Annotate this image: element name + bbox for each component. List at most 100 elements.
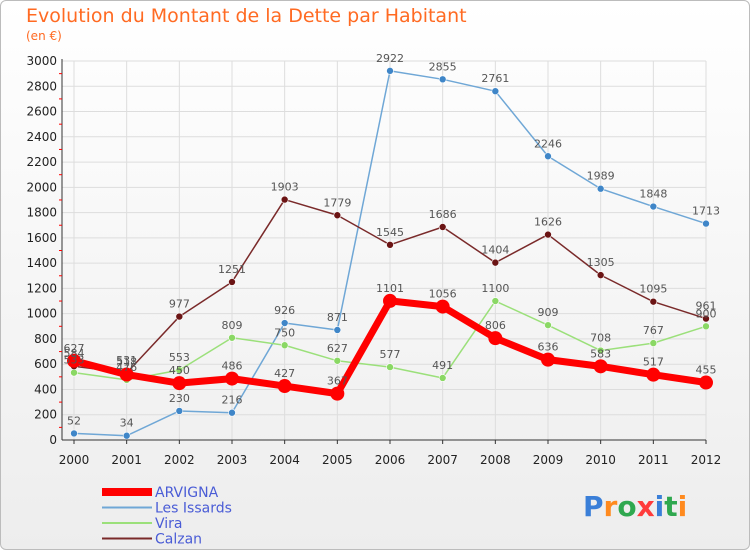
x-tick-label: 2004	[269, 453, 300, 467]
data-label-les-issards: 1989	[587, 170, 615, 183]
data-point-arvigna	[541, 352, 555, 367]
data-label-arvigna: 518	[116, 356, 137, 369]
data-label-arvigna: 427	[274, 367, 295, 380]
logo-text: Proxiti	[583, 490, 687, 523]
data-point-arvigna	[435, 299, 450, 314]
data-label-arvigna: 1101	[376, 282, 404, 295]
data-label-les-issards: 2761	[481, 72, 509, 85]
data-point-les-issards	[333, 326, 342, 334]
data-label-les-issards: 2922	[376, 52, 404, 65]
data-point-les-issards	[228, 408, 236, 417]
data-point-arvigna	[277, 379, 292, 394]
data-label-arvigna: 627	[64, 342, 85, 355]
data-point-vira	[702, 322, 710, 331]
data-point-arvigna	[593, 359, 608, 374]
data-label-calzan: 1404	[481, 244, 509, 257]
data-point-calzan	[280, 195, 289, 204]
data-point-arvigna	[330, 386, 345, 401]
data-label-calzan: 1251	[218, 263, 246, 276]
data-label-vira: 491	[432, 359, 453, 372]
data-label-vira: 577	[380, 348, 401, 361]
data-point-calzan	[333, 211, 342, 220]
data-label-vira: 900	[696, 307, 717, 320]
data-point-vira	[491, 297, 500, 305]
data-label-calzan: 1686	[429, 208, 457, 221]
data-label-calzan: 584	[64, 347, 85, 360]
data-point-vira	[228, 333, 236, 342]
data-point-vira	[544, 321, 552, 329]
x-tick-label: 2000	[59, 453, 90, 467]
data-point-calzan	[438, 223, 447, 231]
data-point-les-issards	[70, 429, 78, 438]
data-label-calzan: 1095	[639, 283, 667, 296]
data-label-calzan: 977	[169, 298, 190, 311]
data-point-les-issards	[544, 152, 552, 161]
logo-letter: i	[678, 490, 688, 523]
x-tick-label: 2006	[375, 453, 406, 467]
y-tick-label: 1600	[26, 231, 57, 245]
data-label-vira: 909	[538, 306, 559, 319]
y-tick-label: 1200	[26, 281, 57, 295]
data-label-calzan: 961	[696, 300, 717, 313]
legend-label: ARVIGNA	[155, 485, 219, 501]
data-label-vira: 767	[643, 324, 664, 337]
data-label-arvigna: 1056	[429, 288, 457, 301]
data-point-arvigna	[119, 367, 134, 382]
data-label-arvigna: 450	[169, 364, 190, 377]
y-tick-label: 2200	[26, 155, 57, 169]
data-point-les-issards	[280, 319, 289, 327]
y-tick-label: 2800	[26, 79, 57, 93]
x-tick-label: 2012	[691, 453, 722, 467]
data-point-les-issards	[386, 67, 394, 75]
data-label-calzan: 531	[116, 354, 137, 367]
y-tick-label: 800	[34, 332, 57, 346]
data-point-les-issards	[175, 407, 184, 415]
x-tick-label: 2002	[164, 453, 195, 467]
x-tick-label: 2007	[427, 453, 458, 467]
data-label-arvigna: 583	[590, 347, 611, 360]
data-label-calzan: 1305	[587, 256, 615, 269]
y-tick-label: 1000	[26, 307, 57, 321]
data-point-les-issards	[596, 184, 605, 193]
data-point-calzan	[649, 297, 658, 306]
data-label-les-issards: 52	[67, 414, 81, 427]
y-tick-label: 400	[34, 382, 57, 396]
data-point-vira	[649, 339, 658, 347]
logo-letter: r	[604, 490, 618, 523]
data-label-les-issards: 216	[222, 394, 243, 407]
series-layer	[67, 67, 713, 440]
data-label-vira: 533	[64, 354, 85, 367]
data-point-vira	[175, 366, 184, 374]
data-label-vira: 750	[274, 326, 295, 339]
data-point-calzan	[228, 278, 236, 286]
data-point-calzan	[596, 271, 605, 279]
y-tick-label: 2000	[26, 180, 57, 194]
data-label-calzan: 1779	[323, 196, 351, 209]
data-point-vira	[333, 356, 342, 365]
logo-letter: o	[617, 490, 636, 523]
data-label-vira: 1100	[481, 282, 509, 295]
data-label-arvigna: 806	[485, 319, 506, 332]
y-tick-label: 1800	[26, 206, 57, 220]
data-labels: 52 34 230 216 926 871 2922 2855 2761 2246 1989 1848…	[64, 52, 721, 430]
data-point-calzan	[491, 258, 500, 267]
data-label-arvigna: 486	[222, 360, 243, 373]
data-point-arvigna	[699, 375, 713, 390]
data-label-arvigna: 517	[643, 356, 664, 369]
data-point-arvigna	[488, 331, 503, 346]
data-point-calzan	[386, 241, 394, 249]
logo-letter: i	[655, 490, 665, 523]
data-label-arvigna: 636	[538, 341, 559, 354]
data-label-les-issards: 2855	[429, 60, 457, 73]
logo-letter: P	[583, 490, 604, 523]
data-label-les-issards: 871	[327, 311, 348, 324]
data-label-vira: 627	[327, 342, 348, 355]
data-label-arvigna: 455	[696, 364, 717, 377]
data-point-les-issards	[122, 431, 131, 440]
data-point-les-issards	[649, 202, 658, 211]
logo-letter: t	[664, 490, 677, 523]
data-label-vira: 809	[222, 319, 243, 332]
data-point-arvigna	[383, 293, 397, 308]
data-point-les-issards	[491, 87, 500, 95]
